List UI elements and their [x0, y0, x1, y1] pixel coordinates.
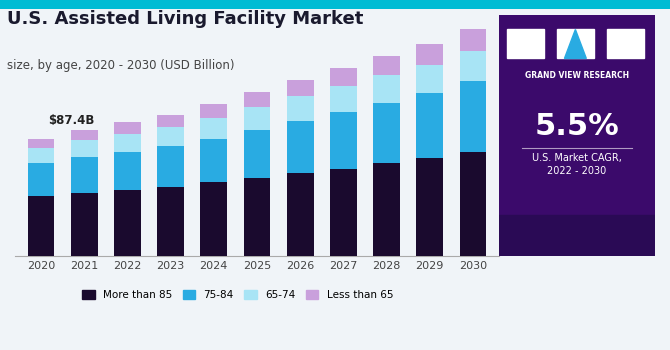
- Bar: [71, 157, 98, 193]
- Bar: [373, 163, 400, 257]
- Bar: [114, 134, 141, 152]
- Bar: [71, 140, 98, 157]
- Bar: [27, 163, 54, 196]
- Bar: [499, 215, 655, 257]
- Bar: [244, 178, 270, 257]
- Bar: [373, 56, 400, 75]
- Bar: [200, 139, 227, 182]
- FancyBboxPatch shape: [499, 15, 655, 257]
- Text: Source:
www.grandviewresearch.com: Source: www.grandviewresearch.com: [511, 220, 624, 241]
- Bar: [287, 97, 314, 121]
- Bar: [460, 82, 486, 152]
- Bar: [157, 146, 184, 187]
- Bar: [27, 196, 54, 257]
- Bar: [416, 93, 443, 158]
- Bar: [416, 158, 443, 257]
- Bar: [507, 29, 544, 58]
- Bar: [330, 86, 356, 112]
- Bar: [460, 51, 486, 82]
- Bar: [157, 114, 184, 127]
- Bar: [330, 169, 356, 257]
- Bar: [606, 29, 644, 58]
- Bar: [200, 118, 227, 139]
- Bar: [114, 152, 141, 190]
- Bar: [71, 193, 98, 257]
- Bar: [373, 103, 400, 163]
- Bar: [330, 68, 356, 86]
- Bar: [287, 80, 314, 97]
- Bar: [557, 29, 594, 58]
- Bar: [71, 130, 98, 140]
- Bar: [460, 152, 486, 257]
- Text: U.S. Market CAGR,
2022 - 2030: U.S. Market CAGR, 2022 - 2030: [532, 153, 622, 176]
- Bar: [157, 127, 184, 146]
- Bar: [287, 174, 314, 257]
- Bar: [27, 148, 54, 163]
- Bar: [287, 121, 314, 174]
- Text: 5.5%: 5.5%: [535, 112, 619, 141]
- Polygon shape: [564, 29, 586, 58]
- Text: size, by age, 2020 - 2030 (USD Billion): size, by age, 2020 - 2030 (USD Billion): [7, 60, 234, 72]
- Bar: [27, 139, 54, 148]
- Bar: [416, 65, 443, 93]
- Text: GRAND VIEW RESEARCH: GRAND VIEW RESEARCH: [525, 71, 629, 79]
- Bar: [460, 29, 486, 51]
- Bar: [114, 190, 141, 257]
- Bar: [330, 112, 356, 169]
- Bar: [200, 104, 227, 118]
- Bar: [373, 75, 400, 103]
- Bar: [416, 44, 443, 65]
- Bar: [244, 92, 270, 107]
- Text: U.S. Assisted Living Facility Market: U.S. Assisted Living Facility Market: [7, 10, 363, 28]
- Bar: [200, 182, 227, 257]
- Bar: [244, 130, 270, 178]
- Legend: More than 85, 75-84, 65-74, Less than 65: More than 85, 75-84, 65-74, Less than 65: [78, 286, 397, 304]
- Bar: [114, 122, 141, 134]
- Bar: [157, 187, 184, 257]
- Bar: [244, 107, 270, 130]
- Text: $87.4B: $87.4B: [48, 114, 94, 127]
